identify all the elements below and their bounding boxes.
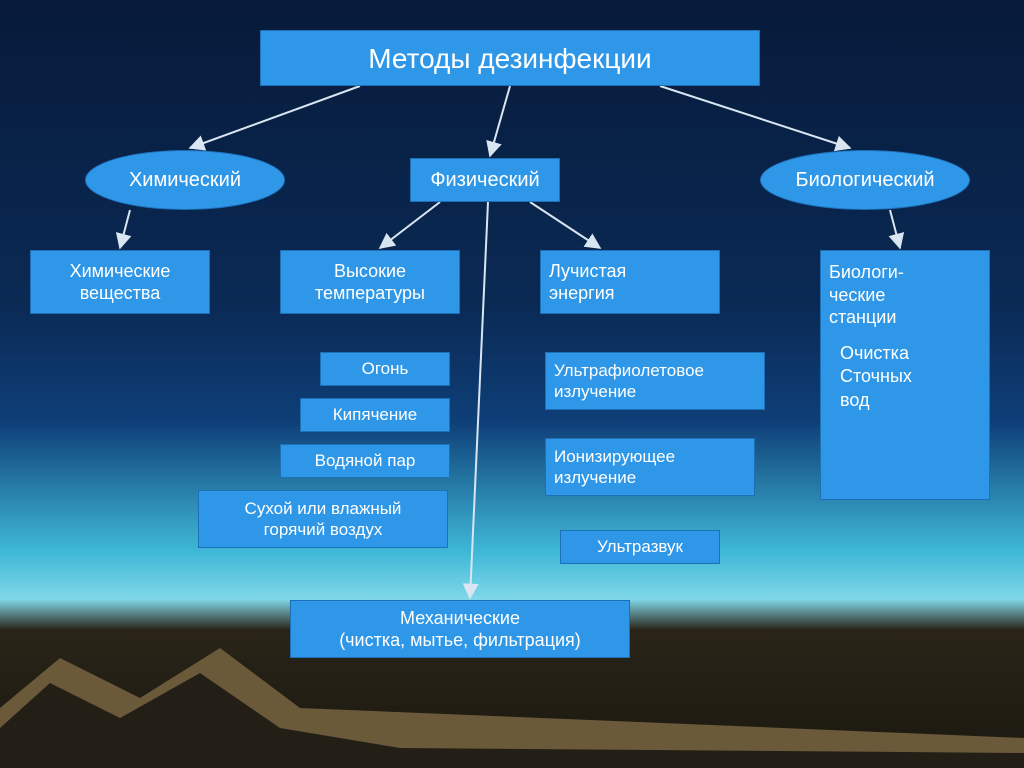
box-hot-air: Сухой или влажныйгорячий воздух (198, 490, 448, 548)
box-fire: Огонь (320, 352, 450, 386)
label: Биологический (795, 168, 934, 193)
label: Лучистаяэнергия (549, 260, 626, 305)
label: Кипячение (333, 404, 417, 425)
label: Механические(чистка, мытье, фильтрация) (339, 607, 581, 652)
box-ultrasound: Ультразвук (560, 530, 720, 564)
title-text: Методы дезинфекции (368, 41, 651, 76)
label: Сухой или влажныйгорячий воздух (245, 498, 402, 541)
category-chemical: Химический (85, 150, 285, 210)
box-radiant-energy: Лучистаяэнергия (540, 250, 720, 314)
label: Водяной пар (315, 450, 416, 471)
label: Ультразвук (597, 536, 683, 557)
box-steam: Водяной пар (280, 444, 450, 478)
box-mechanical: Механические(чистка, мытье, фильтрация) (290, 600, 630, 658)
text-sewage-treatment: ОчисткаСточныхвод (840, 342, 912, 412)
category-physical: Физический (410, 158, 560, 202)
label: Химический (129, 168, 241, 193)
category-biological: Биологический (760, 150, 970, 210)
title-box: Методы дезинфекции (260, 30, 760, 86)
label: ОчисткаСточныхвод (840, 343, 912, 410)
box-ionizing: Ионизирующееизлучение (545, 438, 755, 496)
label: Ультрафиолетовоеизлучение (554, 360, 704, 403)
label: Биологи-ческиестанции (829, 261, 904, 329)
label: Химическиевещества (70, 260, 171, 305)
label: Огонь (362, 358, 409, 379)
label: Физический (430, 168, 539, 193)
box-boiling: Кипячение (300, 398, 450, 432)
label: Высокиетемпературы (315, 260, 425, 305)
box-ultraviolet: Ультрафиолетовоеизлучение (545, 352, 765, 410)
box-high-temperatures: Высокиетемпературы (280, 250, 460, 314)
label: Ионизирующееизлучение (554, 446, 675, 489)
box-chemical-substances: Химическиевещества (30, 250, 210, 314)
